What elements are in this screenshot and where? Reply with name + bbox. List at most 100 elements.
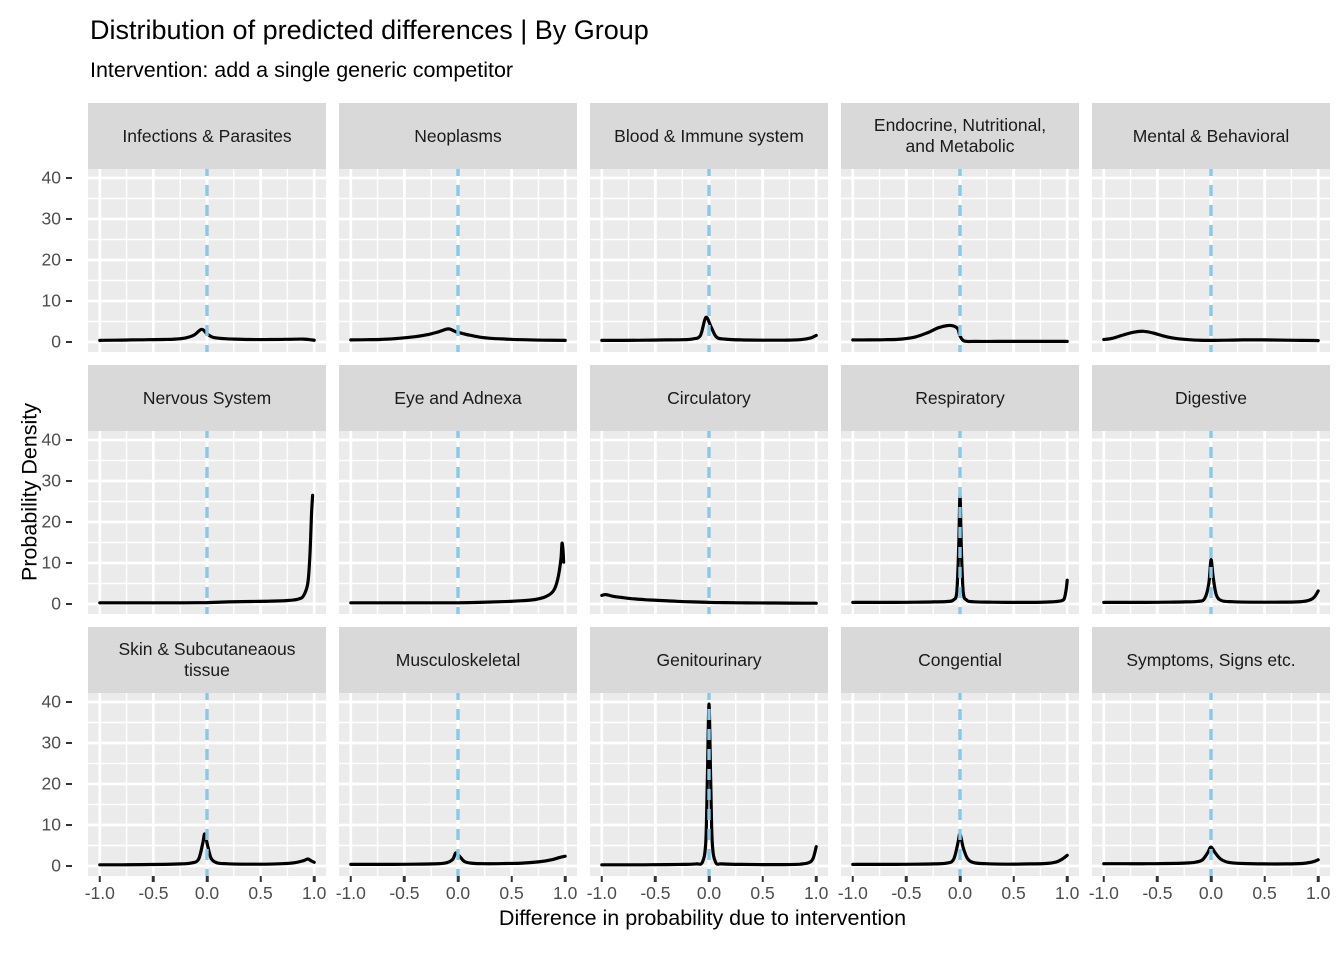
density-panel <box>339 431 577 615</box>
y-tick-mark <box>66 479 72 483</box>
x-tick-label: 1.0 <box>1306 883 1331 904</box>
facet-strip-label: Digestive <box>1175 387 1247 408</box>
y-tick-mark <box>66 176 72 180</box>
x-tick-mark <box>654 876 657 883</box>
x-tick-mark <box>600 876 604 883</box>
facet-strip-label: Circulatory <box>667 387 751 408</box>
facet-panel: Nervous System <box>88 365 326 615</box>
y-tick-label: 30 <box>41 732 61 753</box>
panel-area <box>339 693 577 877</box>
density-curve <box>600 593 818 605</box>
density-curve <box>98 493 315 605</box>
x-tick-label: -0.5 <box>640 883 671 904</box>
y-axis-gutter: 0 10 20 30 40 <box>0 103 75 352</box>
density-curve <box>98 327 316 343</box>
density-panel <box>339 693 577 877</box>
panel-area <box>88 169 326 353</box>
facet-panel: Skin & Subcutaneaous tissue <box>88 627 326 877</box>
facet-strip-label: Mental & Behavioral <box>1132 125 1290 146</box>
panel-area <box>88 693 326 877</box>
x-tick-label: -1.0 <box>1088 883 1119 904</box>
y-tick-label: 30 <box>41 470 61 491</box>
density-panel <box>88 431 326 615</box>
facet-strip: Digestive <box>1092 365 1330 432</box>
facet-strip: Infections & Parasites <box>88 103 326 170</box>
density-panel <box>590 693 828 877</box>
panel-area <box>841 169 1079 353</box>
panel-area <box>339 431 577 615</box>
x-axis-cell: -1.0 -0.5 0.0 0.5 1.0 <box>586 876 828 904</box>
x-tick-mark <box>1102 876 1106 883</box>
x-tick-label: 0.5 <box>1252 883 1277 904</box>
density-curve <box>600 315 818 343</box>
page-title: Distribution of predicted differences | … <box>90 15 649 45</box>
y-tick-mark <box>66 340 72 344</box>
x-tick-mark <box>1263 876 1266 883</box>
x-tick-mark <box>1012 876 1015 883</box>
y-tick-label: 0 <box>51 855 61 876</box>
y-tick-label: 0 <box>51 593 61 614</box>
facet-strip: Endocrine, Nutritional, and Metabolic <box>841 103 1079 170</box>
major-gridlines <box>88 169 326 353</box>
x-tick-mark <box>510 876 513 883</box>
facet-strip-label: Congential <box>918 649 1002 670</box>
x-tick-mark <box>958 876 962 883</box>
y-tick-mark <box>66 823 72 827</box>
y-tick-label: 40 <box>41 691 61 712</box>
x-tick-label: 1.0 <box>553 883 578 904</box>
facet-panel: Endocrine, Nutritional, and Metabolic <box>841 103 1079 353</box>
density-curve <box>851 832 1069 867</box>
density-panel <box>1092 431 1330 615</box>
x-tick-mark <box>98 876 102 883</box>
y-tick-mark <box>66 741 72 745</box>
y-tick-mark <box>66 602 72 606</box>
panel-area <box>88 431 326 615</box>
x-tick-label: 0.0 <box>194 883 220 904</box>
facet-panel: Genitourinary <box>590 627 828 877</box>
x-tick-mark <box>851 876 855 883</box>
facet-strip-label: Respiratory <box>915 387 1005 408</box>
y-tick-mark <box>66 864 72 868</box>
y-tick-label: 0 <box>51 331 61 352</box>
x-tick-label: 1.0 <box>1055 883 1080 904</box>
y-tick-mark <box>66 700 72 704</box>
facet-strip: Respiratory <box>841 365 1079 432</box>
y-tick-mark <box>66 520 72 524</box>
y-tick-mark <box>66 258 72 262</box>
panel-area <box>1092 431 1330 615</box>
major-gridlines <box>590 169 828 353</box>
x-tick-mark <box>152 876 155 883</box>
facet-panel: Digestive <box>1092 365 1330 615</box>
y-tick-mark <box>66 782 72 786</box>
density-curve <box>851 324 1069 344</box>
x-tick-mark <box>1209 876 1213 883</box>
facet-strip-label: Musculoskeletal <box>395 649 521 670</box>
y-tick-label: 20 <box>41 249 61 270</box>
x-tick-mark <box>456 876 460 883</box>
major-gridlines <box>339 693 577 877</box>
x-tick-label: -0.5 <box>138 883 169 904</box>
x-tick-label: 0.0 <box>1198 883 1224 904</box>
facet-panel: Infections & Parasites <box>88 103 326 353</box>
density-curve <box>1102 845 1320 866</box>
major-gridlines <box>339 169 577 353</box>
facet-panel: Blood & Immune system <box>590 103 828 353</box>
panel-area <box>590 693 828 877</box>
x-tick-label: 0.0 <box>696 883 722 904</box>
facet-grid-rows: 0 10 20 30 40 Infections & Parasites Neoplasms… <box>0 103 1330 904</box>
facet-panel: Neoplasms <box>339 103 577 353</box>
x-tick-mark <box>349 876 353 883</box>
x-axis-cell: -1.0 -0.5 0.0 0.5 1.0 <box>837 876 1080 904</box>
y-tick-label: 30 <box>41 208 61 229</box>
y-tick-label: 20 <box>41 511 61 532</box>
density-panel <box>88 693 326 877</box>
x-tick-label: -0.5 <box>389 883 420 904</box>
y-tick-label: 40 <box>41 167 61 188</box>
facet-strip-label: Endocrine, Nutritional, and Metabolic <box>873 115 1047 157</box>
density-panel <box>841 431 1079 615</box>
chart-header: Distribution of predicted differences | … <box>0 0 1344 84</box>
x-tick-mark <box>761 876 764 883</box>
x-tick-label: -1.0 <box>837 883 868 904</box>
density-panel <box>339 169 577 353</box>
x-tick-label: -1.0 <box>586 883 617 904</box>
